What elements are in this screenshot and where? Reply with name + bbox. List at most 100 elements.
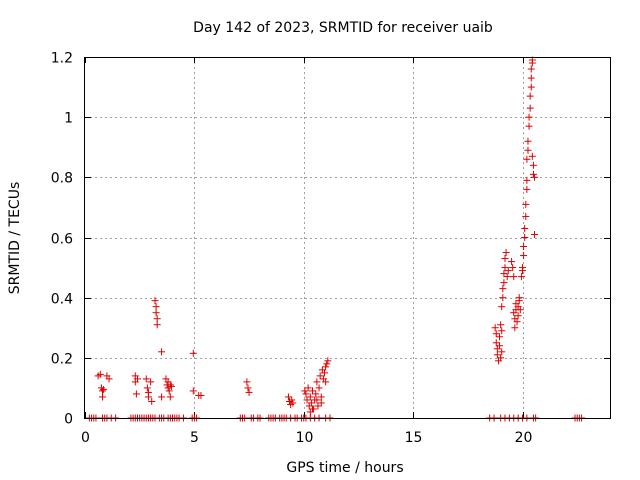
data-point xyxy=(531,173,539,181)
x-tick-label: 10 xyxy=(296,430,314,446)
chart-title: Day 142 of 2023, SRMTID for receiver uai… xyxy=(193,20,493,36)
y-tick-label: 0.4 xyxy=(51,292,73,308)
data-point xyxy=(317,393,325,401)
data-point xyxy=(165,387,173,395)
y-tick-labels: 0 0.2 0.4 0.6 0.8 1 1.2 xyxy=(51,51,73,428)
data-point xyxy=(497,321,505,329)
data-point xyxy=(526,104,534,112)
data-point xyxy=(526,92,534,100)
x-axis-label: GPS time / hours xyxy=(286,460,403,476)
y-axis-label: SRMTID / TECUs xyxy=(7,182,23,295)
data-point xyxy=(313,378,321,386)
data-point xyxy=(498,348,506,356)
data-point xyxy=(510,273,518,281)
y-tick-label: 1.2 xyxy=(51,51,73,67)
data-point xyxy=(134,375,141,383)
data-point xyxy=(96,370,104,378)
data-point xyxy=(503,273,511,281)
data-point xyxy=(151,297,159,305)
data-point xyxy=(527,74,535,82)
data-point xyxy=(529,161,537,169)
data-point xyxy=(521,224,529,232)
data-point xyxy=(147,378,155,386)
data-point xyxy=(501,264,509,272)
y-tick-label: 1 xyxy=(64,111,73,127)
data-point xyxy=(317,399,325,407)
data-point xyxy=(322,378,330,386)
y-tick-label: 0 xyxy=(64,412,73,428)
data-point xyxy=(314,402,322,410)
x-tick-label: 5 xyxy=(190,430,199,446)
data-point xyxy=(323,360,331,368)
data-point xyxy=(527,65,535,73)
data-point xyxy=(166,381,174,389)
data-point xyxy=(309,405,316,413)
data-point xyxy=(517,273,525,281)
data-point xyxy=(166,393,174,401)
data-point xyxy=(528,152,536,160)
data-point xyxy=(288,396,296,404)
data-point xyxy=(524,146,532,154)
data-point xyxy=(144,393,152,401)
data-point xyxy=(189,387,197,395)
x-tick-labels: 0 5 10 15 20 xyxy=(81,430,532,446)
data-point xyxy=(515,294,523,302)
axis-ticks xyxy=(85,57,610,419)
data-point xyxy=(493,351,501,359)
data-point xyxy=(521,234,529,241)
data-point xyxy=(514,312,522,320)
data-point xyxy=(511,324,519,332)
data-point xyxy=(522,200,530,208)
data-point xyxy=(492,330,500,338)
data-point xyxy=(529,170,537,178)
data-point xyxy=(496,333,504,341)
data-point xyxy=(312,390,320,398)
data-point xyxy=(153,315,161,323)
plot-frame xyxy=(84,57,611,419)
data-point xyxy=(499,294,507,302)
data-point xyxy=(245,388,253,396)
data-point xyxy=(158,393,166,401)
data-point xyxy=(148,397,156,405)
data-point xyxy=(525,113,533,121)
data-point xyxy=(522,212,530,220)
data-point xyxy=(520,243,528,251)
data-point xyxy=(499,285,507,293)
data-point xyxy=(492,339,500,347)
data-point xyxy=(516,306,524,314)
data-point xyxy=(243,378,251,386)
data-point xyxy=(99,393,106,401)
data-point xyxy=(303,396,311,404)
data-point xyxy=(496,342,504,350)
data-point xyxy=(527,83,535,91)
data-point xyxy=(498,327,506,335)
data-point xyxy=(142,375,150,383)
data-point xyxy=(509,264,517,272)
data-point xyxy=(307,399,315,407)
data-point xyxy=(304,384,312,392)
data-point xyxy=(302,390,310,398)
data-point xyxy=(158,348,166,356)
data-point xyxy=(497,354,505,362)
data-point xyxy=(508,258,516,266)
data-point xyxy=(100,385,108,393)
data-point xyxy=(309,387,316,395)
data-point xyxy=(523,185,531,193)
data-point xyxy=(500,279,508,287)
data-point xyxy=(152,309,160,317)
data-point xyxy=(500,270,508,278)
data-point xyxy=(519,267,526,275)
data-point xyxy=(525,122,533,130)
data-point xyxy=(289,399,297,407)
data-point xyxy=(315,384,323,392)
data-point xyxy=(105,375,113,383)
data-point xyxy=(316,372,324,380)
data-points xyxy=(85,56,586,422)
data-point xyxy=(132,390,140,398)
data-point xyxy=(501,255,509,263)
data-point xyxy=(523,176,531,184)
data-point xyxy=(99,387,106,395)
data-point xyxy=(324,357,332,365)
data-point xyxy=(284,393,292,401)
